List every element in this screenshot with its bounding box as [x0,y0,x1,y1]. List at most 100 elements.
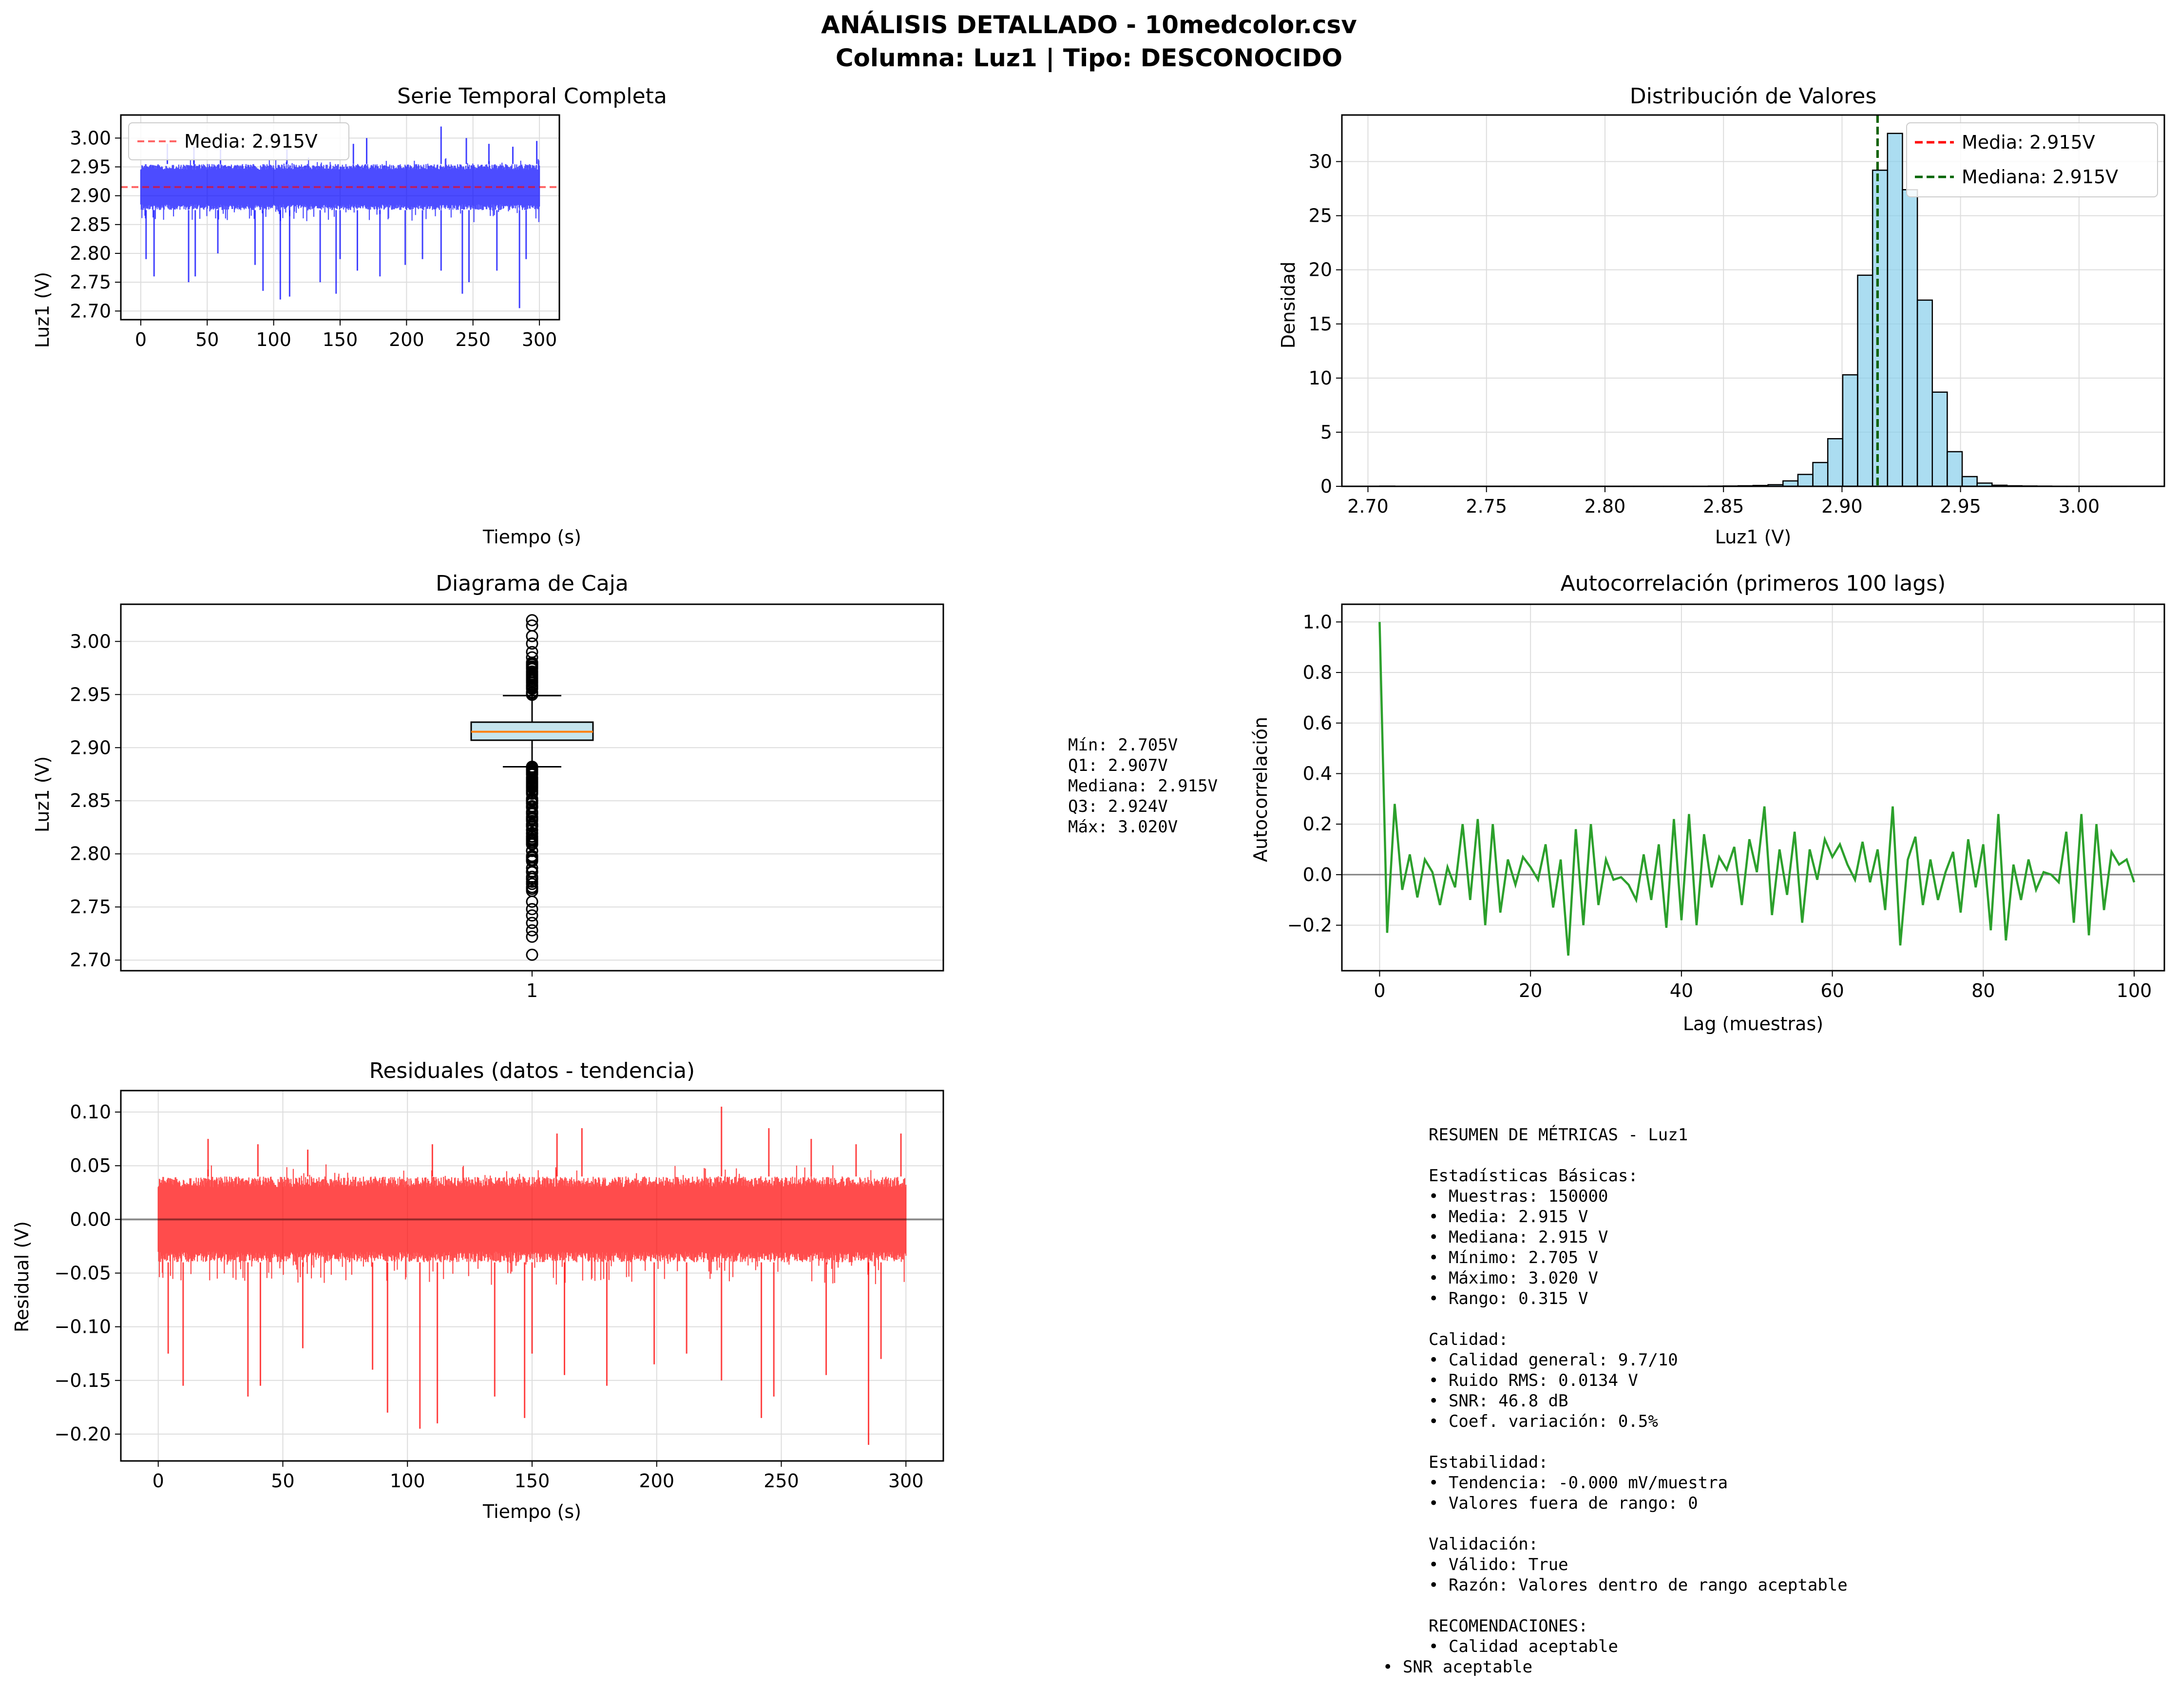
x-tick-label: 0 [1374,980,1385,1001]
histogram-bar [1947,451,1963,487]
time-series-panel: Serie Temporal Completa Tiempo (s) Luz1 … [32,84,667,548]
y-tick-label: 20 [1309,259,1332,281]
histogram-bar [1961,476,1978,487]
box-outlier [526,681,538,693]
box-outlier [526,930,538,943]
summary-quality-3: • SNR: 46.8 dB [1429,1391,1568,1411]
summary-validation-1: • Válido: True [1429,1555,1568,1574]
time-series-ylabel: Luz1 (V) [32,272,53,348]
y-tick-label: 2.80 [70,843,111,864]
x-tick-label: 0 [153,1470,164,1492]
residuals-title: Residuales (datos - tendencia) [369,1058,695,1083]
box-outlier [526,619,538,632]
x-tick-label: 300 [888,1470,924,1492]
boxplot-box [470,614,594,961]
y-tick-label: −0.15 [55,1370,111,1391]
y-tick-label: 2.70 [70,300,111,322]
x-tick-label: 0 [135,329,147,350]
histogram-ticks: 2.70 2.75 2.80 2.85 2.90 2.95 3.00 0 5 10 15 20 25 30 [1309,151,2100,517]
y-tick-label: 2.90 [70,185,111,207]
summary-basic-5: • Máximo: 3.020 V [1429,1268,1598,1288]
residuals-line [157,1107,907,1445]
y-tick-label: 15 [1309,313,1332,335]
autocorrelation-xlabel: Lag (muestras) [1683,1013,1823,1035]
x-tick-label: 250 [764,1470,799,1492]
histogram-bar [1887,133,1903,487]
metrics-summary: RESUMEN DE MÉTRICAS - Luz1 Estadísticas … [1383,1125,1848,1677]
summary-basic-6: • Rango: 0.315 V [1429,1289,1588,1308]
histogram-ylabel: Densidad [1278,262,1299,349]
autocorrelation-ticks: 0 20 40 60 80 100 −0.2 0.0 0.2 0.4 0.6 0.8 1.0 [1287,611,2152,1001]
time-series-legend: Media: 2.915V [128,122,349,160]
box-outlier [526,637,538,650]
x-tick-label: 20 [1519,980,1542,1001]
autocorrelation-frame [1341,603,2165,972]
histogram-bar [1827,438,1844,487]
summary-quality-1: • Calidad general: 9.7/10 [1429,1350,1678,1370]
x-tick-label: 3.00 [2059,496,2100,517]
x-tick-label: 200 [639,1470,674,1492]
x-tick-label: 2.95 [1940,496,1981,517]
x-tick-label: 2.70 [1347,496,1389,517]
summary-basic-header: Estadísticas Básicas: [1429,1166,1638,1186]
time-series-xlabel: Tiempo (s) [482,526,581,548]
y-tick-label: 2.85 [70,214,111,235]
x-tick-label: 2.90 [1821,496,1863,517]
y-tick-label: 2.75 [70,271,111,293]
summary-title: RESUMEN DE MÉTRICAS - Luz1 [1429,1125,1688,1145]
x-tick-label: 100 [256,329,291,350]
y-tick-label: 0 [1320,476,1332,497]
box-outlier [526,903,538,916]
x-tick-label: 200 [389,329,424,350]
box-outlier [526,878,538,890]
summary-recommendations-1: • Calidad aceptable [1429,1637,1618,1656]
box-outlier [526,836,538,848]
histogram-legend-median-label: Mediana: 2.915V [1962,166,2118,188]
autocorrelation-title: Autocorrelación (primeros 100 lags) [1561,571,1946,596]
summary-basic-2: • Media: 2.915 V [1429,1207,1588,1227]
y-tick-label: 0.0 [1303,864,1332,885]
series-band [157,1164,907,1285]
y-tick-label: −0.05 [55,1262,111,1284]
box-outlier [526,614,538,627]
box-outlier [526,646,538,658]
box-stats-text: Mín: 2.705V Q1: 2.907V Mediana: 2.915V Q… [1068,735,1218,837]
x-tick-label: 80 [1971,980,1995,1001]
box-stats-q3: Q3: 2.924V [1068,797,1168,816]
x-tick-label: 50 [195,329,219,350]
x-tick-label: 150 [515,1470,550,1492]
y-tick-label: 2.95 [70,156,111,177]
histogram-frame [1341,114,2165,487]
box-outlier [526,676,538,689]
y-tick-label: 25 [1309,205,1332,227]
y-tick-label: 2.75 [70,896,111,918]
boxplot-panel: Diagrama de Caja Luz1 (V) 2.702.752.802.… [32,571,944,1001]
box-outlier [526,917,538,929]
box-outlier [526,924,538,937]
histogram-bar [1872,170,1889,487]
histogram-title: Distribución de Valores [1630,84,1877,109]
box-outlier [526,689,538,701]
y-tick-label: 0.00 [70,1209,111,1230]
figure-title-line2: Columna: Luz1 | Tipo: DESCONOCIDO [836,44,1342,72]
y-tick-label: 0.2 [1303,813,1332,835]
box-stats-q1: Q1: 2.907V [1068,756,1168,775]
histogram-panel: Distribución de Valores Luz1 (V) Densida… [1278,84,2165,548]
histogram-legend-box [1906,122,2158,197]
x-tick-label: 40 [1670,980,1693,1001]
x-tick-label: 150 [323,329,358,350]
y-tick-label: 0.6 [1303,712,1332,734]
y-tick-label: 5 [1320,422,1332,443]
summary-stability-header: Estabilidad: [1429,1453,1548,1472]
summary-stability-1: • Tendencia: -0.000 mV/muestra [1429,1473,1728,1493]
box-outlier [526,767,538,779]
summary-stability-2: • Valores fuera de rango: 0 [1429,1494,1698,1513]
x-tick-label: 2.75 [1466,496,1507,517]
histogram-legend: Media: 2.915V Mediana: 2.915V [1906,122,2158,197]
x-tick-label: 50 [271,1470,294,1492]
boxplot-frame [120,603,944,972]
time-series-legend-box [128,122,349,160]
box-outlier [526,813,538,825]
box-outlier [526,801,538,813]
